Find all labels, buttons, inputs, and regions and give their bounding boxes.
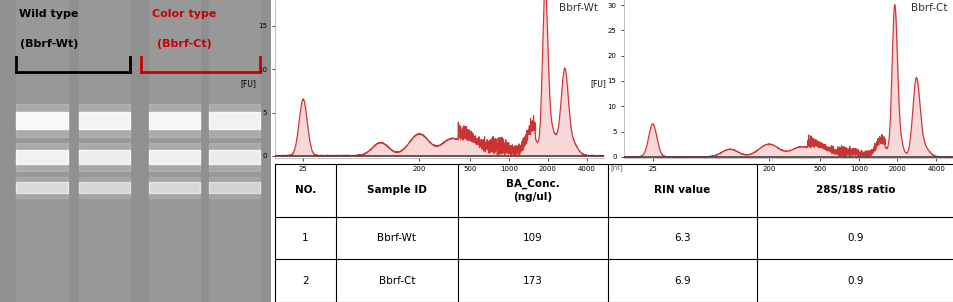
Bar: [149, 112, 200, 129]
Y-axis label: [FU]: [FU]: [240, 79, 256, 88]
Text: 28S/18S ratio: 28S/18S ratio: [815, 185, 894, 195]
Text: Color type: Color type: [152, 9, 216, 19]
Text: 2: 2: [301, 276, 308, 286]
Bar: [78, 150, 130, 164]
Text: 0.9: 0.9: [846, 276, 862, 286]
Bar: [209, 0, 260, 302]
Bar: [78, 182, 130, 193]
Y-axis label: [FU]: [FU]: [590, 79, 605, 88]
Text: NO.: NO.: [294, 185, 315, 195]
Bar: [78, 177, 130, 198]
Bar: [149, 104, 200, 137]
Text: Sample ID: Sample ID: [367, 185, 426, 195]
Text: Bbrf-Wt: Bbrf-Wt: [558, 3, 598, 13]
Text: Bbrf-Ct: Bbrf-Ct: [378, 276, 415, 286]
Text: [nt]: [nt]: [609, 165, 622, 171]
Bar: [78, 104, 130, 137]
Bar: [16, 177, 68, 198]
Bar: [149, 177, 200, 198]
Bar: [16, 182, 68, 193]
Text: 6.3: 6.3: [673, 233, 690, 243]
Bar: [16, 112, 68, 129]
Text: 109: 109: [522, 233, 542, 243]
Text: Bbrf-Wt: Bbrf-Wt: [377, 233, 416, 243]
Text: BA_Conc.
(ng/ul): BA_Conc. (ng/ul): [505, 179, 559, 202]
Bar: [16, 0, 68, 302]
Text: (Bbrf-Ct): (Bbrf-Ct): [156, 39, 212, 49]
Bar: [149, 182, 200, 193]
Bar: [78, 112, 130, 129]
Text: 6.9: 6.9: [673, 276, 690, 286]
Text: Wild type: Wild type: [19, 9, 78, 19]
Bar: [149, 143, 200, 171]
Text: Bbrf-Ct: Bbrf-Ct: [910, 3, 946, 13]
Bar: [209, 150, 260, 164]
Text: RIN value: RIN value: [654, 185, 710, 195]
Text: (Bbrf-Wt): (Bbrf-Wt): [20, 39, 78, 49]
Bar: [149, 0, 200, 302]
Bar: [209, 104, 260, 137]
Bar: [78, 143, 130, 171]
Bar: [16, 150, 68, 164]
Bar: [209, 182, 260, 193]
Bar: [16, 104, 68, 137]
Text: 0.9: 0.9: [846, 233, 862, 243]
Bar: [209, 143, 260, 171]
Bar: [78, 0, 130, 302]
Text: 173: 173: [522, 276, 542, 286]
Text: 1: 1: [301, 233, 308, 243]
Bar: [209, 112, 260, 129]
Bar: [149, 150, 200, 164]
Bar: [209, 177, 260, 198]
Bar: [16, 143, 68, 171]
